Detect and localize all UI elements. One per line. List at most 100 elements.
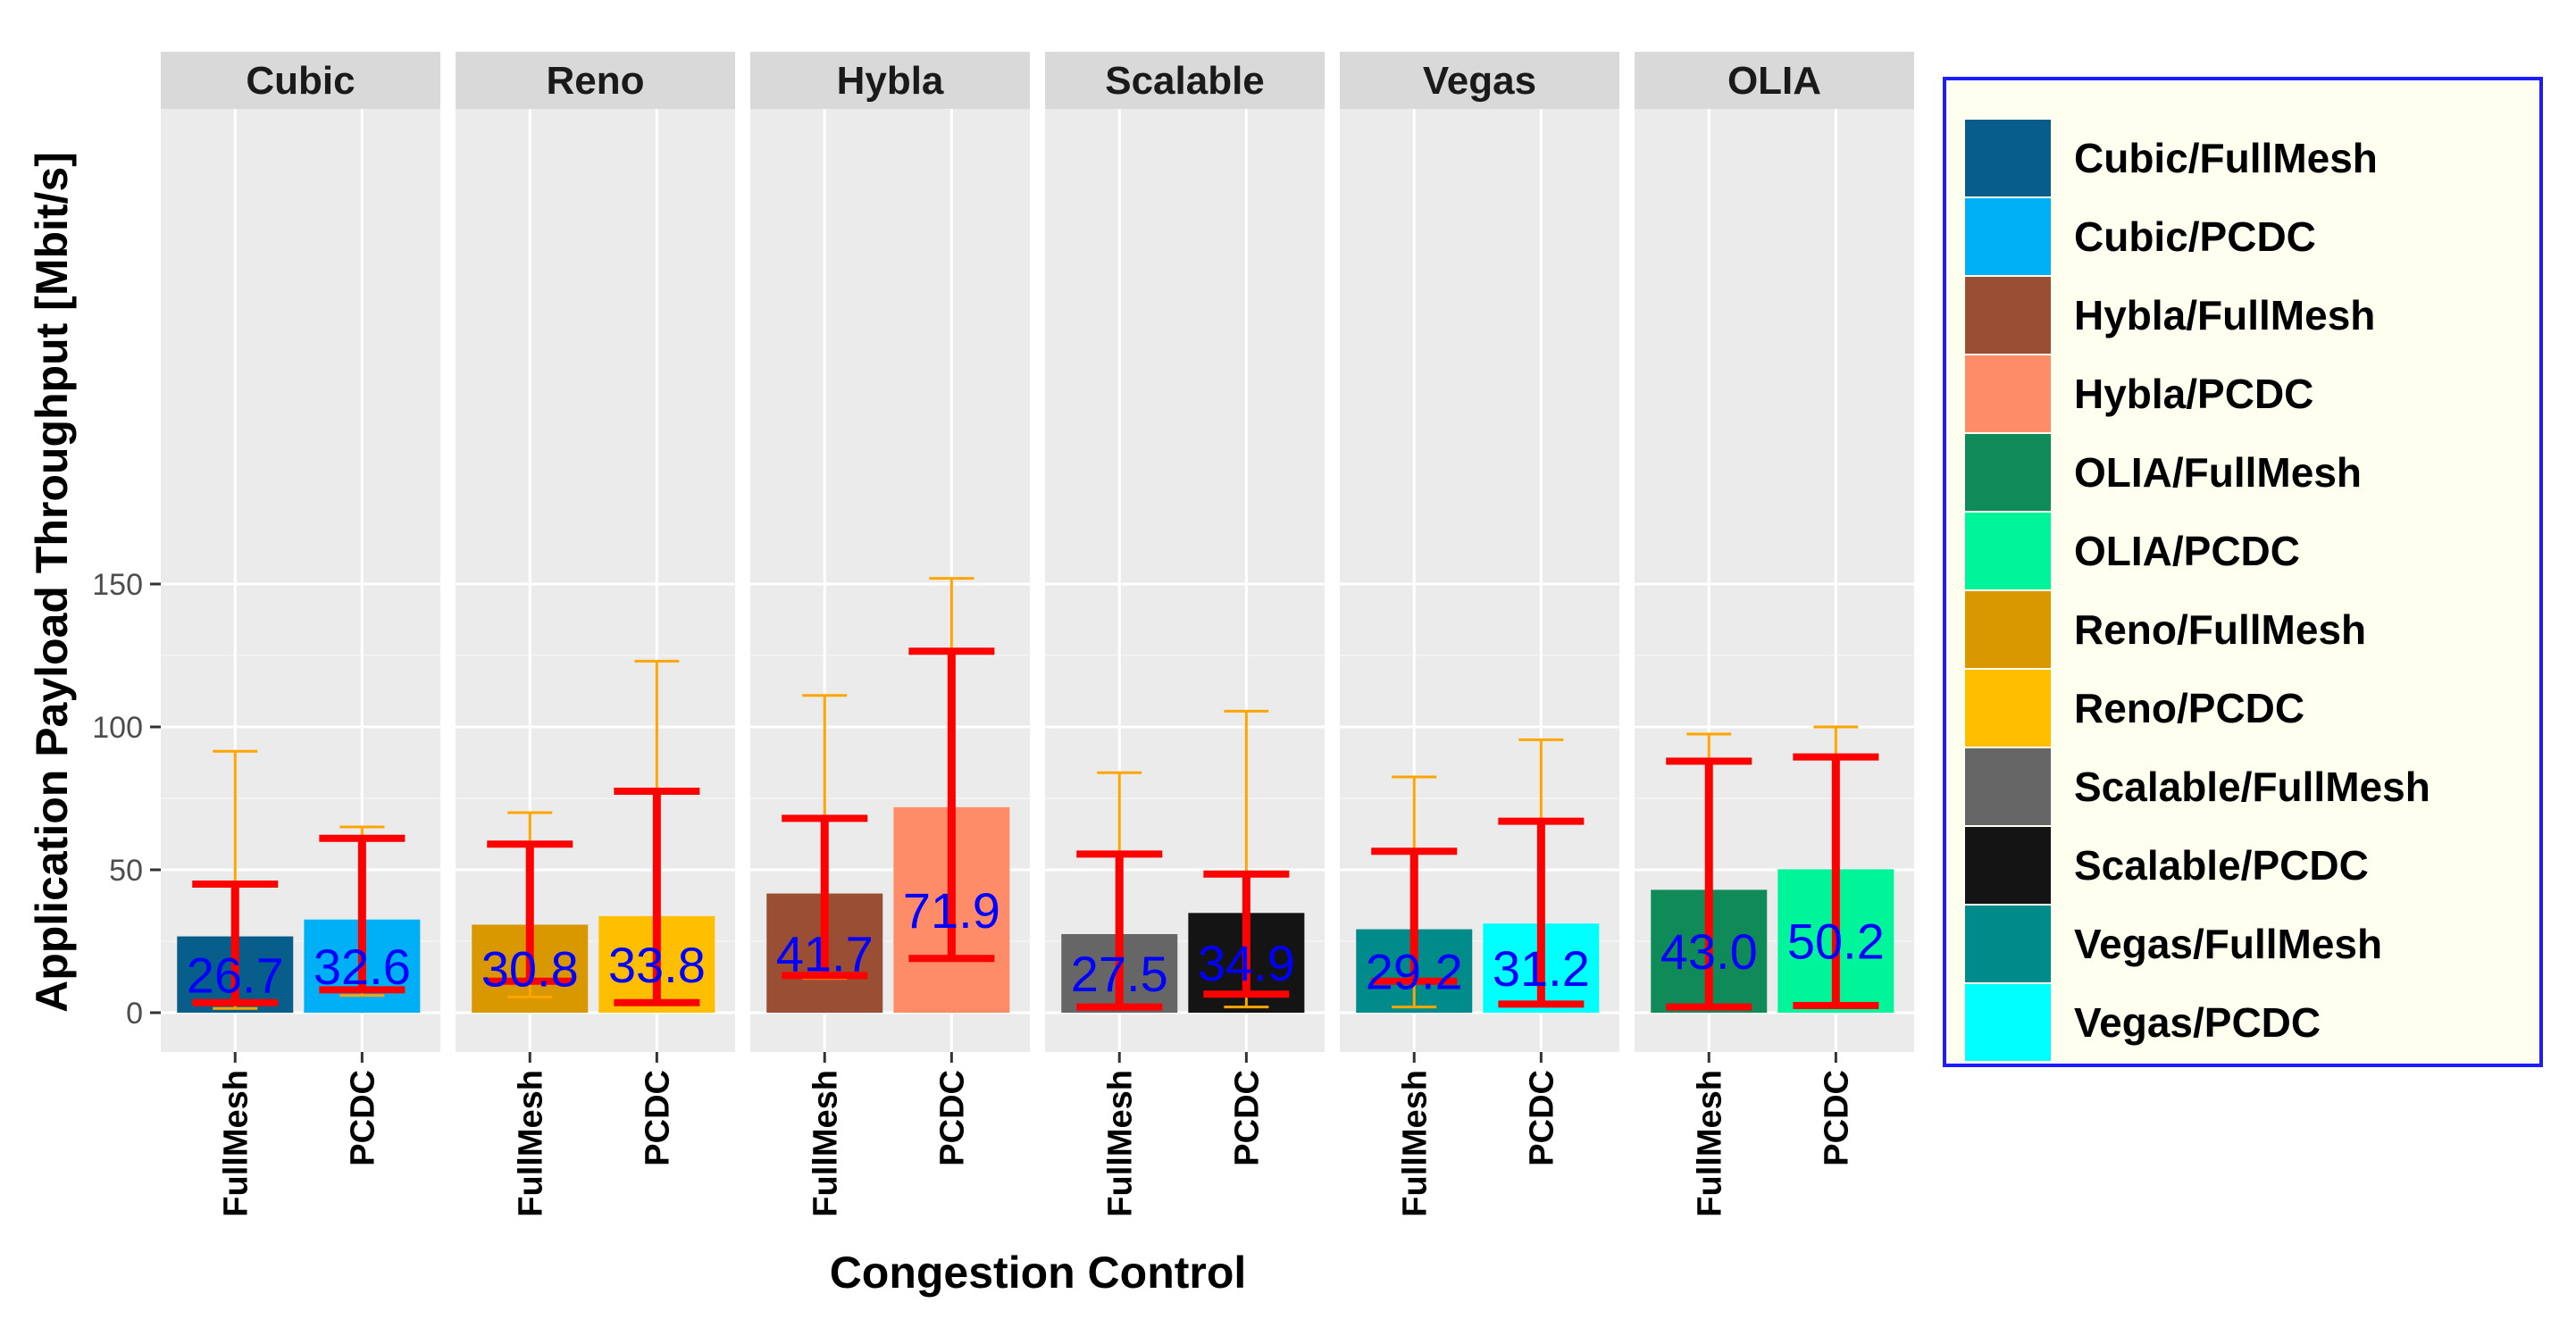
facet-strip <box>1635 52 1914 109</box>
facet-title: Cubic <box>246 59 355 103</box>
x-tick-label: FullMesh <box>217 1070 255 1217</box>
panel-background <box>161 109 440 1052</box>
x-tick-label: PCDC <box>1228 1070 1266 1166</box>
legend-key <box>1965 120 2051 196</box>
legend-label: Scalable/PCDC <box>2074 842 2369 889</box>
legend-key <box>1965 827 2051 904</box>
legend-item: OLIA/FullMesh <box>1965 434 2362 511</box>
legend-item: Scalable/PCDC <box>1965 827 2369 904</box>
value-label: 71.9 <box>903 882 1000 939</box>
bar-group-reno-pcdc: 33.8 <box>598 659 715 1013</box>
legend-label: Vegas/FullMesh <box>2074 921 2382 967</box>
legend-label: Vegas/PCDC <box>2074 999 2321 1046</box>
y-axis-title: Application Payload Throughput [Mbit/s] <box>27 152 77 1013</box>
value-label: 29.2 <box>1366 943 1463 999</box>
legend-label: Hybla/FullMesh <box>2074 292 2375 338</box>
bar-group-olia-pcdc: 50.2 <box>1777 725 1894 1013</box>
legend-item: Vegas/FullMesh <box>1965 906 2382 982</box>
value-label: 26.7 <box>187 947 284 1003</box>
legend-item: Scalable/FullMesh <box>1965 748 2430 825</box>
legend-label: OLIA/FullMesh <box>2074 449 2362 496</box>
legend-item: Hybla/FullMesh <box>1965 277 2375 354</box>
y-axis: 0 50 100 150 <box>92 568 161 1031</box>
panel-background <box>456 109 735 1052</box>
legend-key <box>1965 591 2051 668</box>
facet-vegas: Vegas 29.2 FullMesh 31.2 PCDC <box>1340 52 1619 1217</box>
legend-key <box>1965 513 2051 589</box>
legend-label: Reno/FullMesh <box>2074 606 2366 653</box>
legend-key <box>1965 906 2051 982</box>
legend-item: OLIA/PCDC <box>1965 513 2300 589</box>
value-label: 41.7 <box>776 925 874 981</box>
legend-key <box>1965 434 2051 511</box>
legend-key <box>1965 670 2051 747</box>
y-tick-label: 0 <box>126 997 143 1031</box>
bar-group-cubic-fullmesh: 26.7 <box>177 749 294 1013</box>
value-label: 43.0 <box>1660 923 1758 980</box>
facet-cubic: Cubic 26.7 FullMesh 32.6 PCDC <box>161 52 440 1217</box>
legend-item: Reno/PCDC <box>1965 670 2304 747</box>
facet-title: Scalable <box>1105 59 1265 103</box>
x-tick-label: PCDC <box>639 1070 676 1166</box>
x-axis-title: Congestion Control <box>830 1248 1247 1298</box>
bar-group-hybla-pcdc: 71.9 <box>893 577 1010 1013</box>
bar-group-vegas-fullmesh: 29.2 <box>1356 775 1473 1013</box>
bar-group-vegas-pcdc: 31.2 <box>1483 738 1600 1013</box>
x-tick-label: PCDC <box>344 1070 381 1166</box>
legend-label: Hybla/PCDC <box>2074 371 2313 417</box>
bar-group-reno-fullmesh: 30.8 <box>472 811 589 1013</box>
legend-label: Cubic/PCDC <box>2074 213 2316 260</box>
facet-title: Hybla <box>837 59 944 103</box>
facet-panels: Cubic 26.7 FullMesh 32.6 PCDC Reno 30.8 FullMes… <box>161 52 1914 1217</box>
value-label: 50.2 <box>1787 914 1885 970</box>
x-tick-label: FullMesh <box>1101 1070 1139 1217</box>
legend-label: OLIA/PCDC <box>2074 528 2300 574</box>
y-tick-label: 50 <box>109 854 143 888</box>
facet-reno: Reno 30.8 FullMesh 33.8 PCDC <box>456 52 735 1217</box>
y-tick-label: 100 <box>92 711 143 745</box>
x-tick-label: FullMesh <box>512 1070 549 1217</box>
value-label: 32.6 <box>314 939 411 995</box>
x-tick-label: PCDC <box>1523 1070 1560 1166</box>
value-label: 30.8 <box>481 941 579 998</box>
x-tick-label: FullMesh <box>1396 1070 1434 1217</box>
value-label: 31.2 <box>1493 940 1590 997</box>
legend: Cubic/FullMesh Cubic/PCDC Hybla/FullMesh Hy… <box>1943 77 2543 1067</box>
legend-label: Reno/PCDC <box>2074 685 2304 731</box>
facet-strip <box>1340 52 1619 109</box>
facet-hybla: Hybla 41.7 FullMesh 71.9 PCDC <box>750 52 1030 1217</box>
facet-scalable: Scalable 27.5 FullMesh 34.9 PCDC <box>1045 52 1325 1217</box>
x-tick-label: PCDC <box>933 1070 971 1166</box>
x-tick-label: FullMesh <box>1691 1070 1728 1217</box>
legend-item: Vegas/PCDC <box>1965 984 2321 1061</box>
legend-label: Cubic/FullMesh <box>2074 135 2378 181</box>
x-tick-label: FullMesh <box>807 1070 844 1217</box>
facet-strip <box>161 52 440 109</box>
value-label: 33.8 <box>608 937 706 993</box>
legend-key <box>1965 984 2051 1061</box>
y-tick-label: 150 <box>92 568 143 602</box>
bar-group-cubic-pcdc: 32.6 <box>304 825 421 1013</box>
facet-title: OLIA <box>1727 59 1821 103</box>
bar-group-olia-fullmesh: 43.0 <box>1651 732 1768 1013</box>
legend-label: Scalable/FullMesh <box>2074 764 2430 810</box>
facet-strip <box>1045 52 1325 109</box>
bar-group-scalable-pcdc: 34.9 <box>1188 709 1305 1013</box>
legend-item: Reno/FullMesh <box>1965 591 2366 668</box>
facet-title: Vegas <box>1423 59 1536 103</box>
legend-key <box>1965 355 2051 432</box>
value-label: 27.5 <box>1071 946 1168 1002</box>
legend-key <box>1965 748 2051 825</box>
legend-key <box>1965 277 2051 354</box>
facet-olia: OLIA 43.0 FullMesh 50.2 PCDC <box>1635 52 1914 1217</box>
bar-group-hybla-fullmesh: 41.7 <box>766 694 883 1013</box>
facet-strip <box>750 52 1030 109</box>
legend-item: Cubic/PCDC <box>1965 198 2316 275</box>
facet-strip <box>456 52 735 109</box>
x-tick-label: PCDC <box>1818 1070 1855 1166</box>
legend-item: Cubic/FullMesh <box>1965 120 2378 196</box>
value-label: 34.9 <box>1198 935 1295 991</box>
panel-background <box>1340 109 1619 1052</box>
legend-key <box>1965 198 2051 275</box>
